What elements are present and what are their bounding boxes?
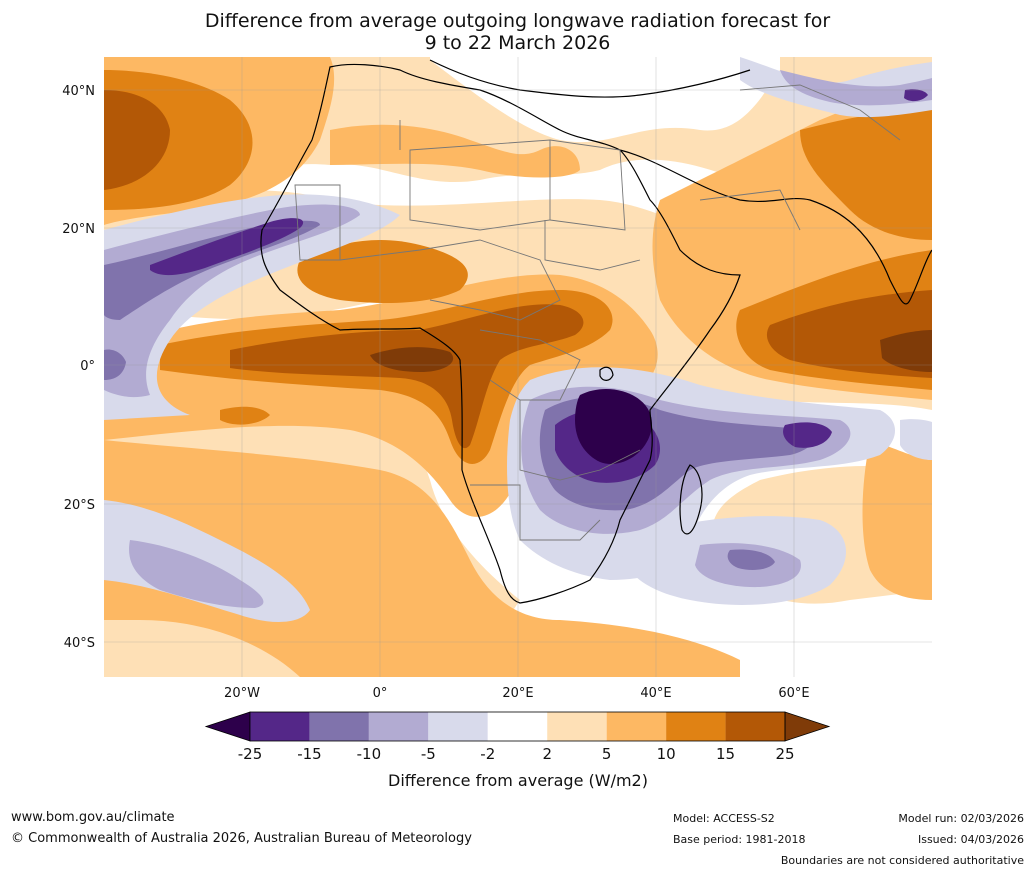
field-darkbrown-indian xyxy=(880,330,932,372)
footer-model-run: Model run: 02/03/2026 xyxy=(898,812,1024,825)
footer-issued: Issued: 04/03/2026 xyxy=(917,833,1024,846)
colorbar-tick-label: 10 xyxy=(657,745,676,763)
field-darkorange-patch xyxy=(220,406,270,425)
border-8 xyxy=(544,220,641,271)
field-deeppurple-asia xyxy=(904,89,928,102)
field-medorange-sahara xyxy=(330,124,580,178)
field-lightpurple-southatlantic xyxy=(104,500,310,622)
colorbar-tick-label: -5 xyxy=(421,745,436,763)
colorbar-outline xyxy=(249,711,786,742)
footer-base-period: Base period: 1981-2018 xyxy=(673,833,806,846)
colorbar-tick-label: -2 xyxy=(480,745,495,763)
border-10 xyxy=(699,189,801,231)
lon-label-60e: 60°E xyxy=(778,686,809,701)
field-darkorange-india xyxy=(800,110,932,240)
lat-label-20n: 20°N xyxy=(62,222,95,237)
colorbar-extend-max xyxy=(784,711,831,742)
footer-model: Model: ACCESS-S2 xyxy=(673,812,775,825)
border-11 xyxy=(739,84,901,141)
field-purple-southindian xyxy=(727,549,775,570)
colorbar-tick-label: -15 xyxy=(297,745,322,763)
field-medpurple-southatlantic xyxy=(129,540,264,608)
field-darkestpurple-eastafrica xyxy=(575,388,652,465)
field-medpurple-asia xyxy=(780,70,932,106)
chart-title: Difference from average outgoing longwav… xyxy=(0,10,1035,54)
gridlines xyxy=(104,57,932,677)
title-line-2: 9 to 22 March 2026 xyxy=(424,32,611,54)
border-3 xyxy=(549,139,626,231)
colorbar: -25 -15 -10 -5 -2 2 5 10 15 25 xyxy=(204,711,831,763)
lon-label-20w: 20°W xyxy=(224,686,260,701)
colorbar-segment xyxy=(666,712,726,741)
border-7 xyxy=(470,484,601,541)
colorbar-tick-label: 15 xyxy=(716,745,735,763)
arabia-india-coast xyxy=(619,149,932,305)
footer-copyright: © Commonwealth of Australia 2026, Austra… xyxy=(11,831,472,846)
footer-disclaimer: Boundaries are not considered authoritat… xyxy=(780,854,1024,867)
med-coast xyxy=(429,59,751,98)
madagascar-coast xyxy=(679,464,703,535)
africa-coast xyxy=(260,63,741,604)
lon-label-0: 0° xyxy=(373,686,388,701)
border-5 xyxy=(479,329,581,401)
lon-label-20e: 20°E xyxy=(502,686,533,701)
colorbar-segment xyxy=(547,712,607,741)
lake-victoria xyxy=(599,366,614,381)
title-line-1: Difference from average outgoing longwav… xyxy=(204,10,831,32)
field-darkbrown-gulf xyxy=(370,347,454,372)
colorbar-segment xyxy=(309,712,369,741)
field-brown-equatorial xyxy=(230,304,584,449)
footer-website: www.bom.gov.au/climate xyxy=(11,810,175,825)
colorbar-segment xyxy=(487,712,548,741)
lat-label-0: 0° xyxy=(80,359,95,374)
colorbar-tick-label: -25 xyxy=(238,745,263,763)
lat-label-20s: 20°S xyxy=(64,498,95,513)
lat-label-40n: 40°N xyxy=(62,84,95,99)
colorbar-segment xyxy=(428,712,488,741)
colorbar-segment xyxy=(606,712,667,741)
field-purple-atlantic xyxy=(104,220,320,320)
field-deeppurple-indian xyxy=(783,422,832,448)
field-brown-northatlantic xyxy=(104,90,170,190)
field-medorange-eastsouth xyxy=(862,440,932,600)
colorbar-tick-label: 25 xyxy=(775,745,794,763)
colorbar-tick-label: 2 xyxy=(542,745,552,763)
colorbar-segment xyxy=(368,712,429,741)
lat-label-40s: 40°S xyxy=(64,636,95,651)
field-white-med xyxy=(430,57,780,143)
coastlines xyxy=(260,59,932,604)
colorbar-tick-label: -10 xyxy=(357,745,382,763)
colorbar-extend-min xyxy=(204,711,251,742)
country-borders xyxy=(294,84,901,541)
border-2 xyxy=(409,139,551,231)
field-lightpurple-edge xyxy=(900,419,932,460)
border-4 xyxy=(339,239,561,321)
colorbar-tick-label: 5 xyxy=(602,745,612,763)
field-deeppurple-atlantic xyxy=(150,218,304,276)
border-6 xyxy=(519,400,641,481)
lon-label-40e: 40°E xyxy=(640,686,671,701)
colorbar-title: Difference from average (W/m2) xyxy=(388,771,648,790)
colorbar-segment xyxy=(725,712,785,741)
colorbar-segment xyxy=(250,712,310,741)
